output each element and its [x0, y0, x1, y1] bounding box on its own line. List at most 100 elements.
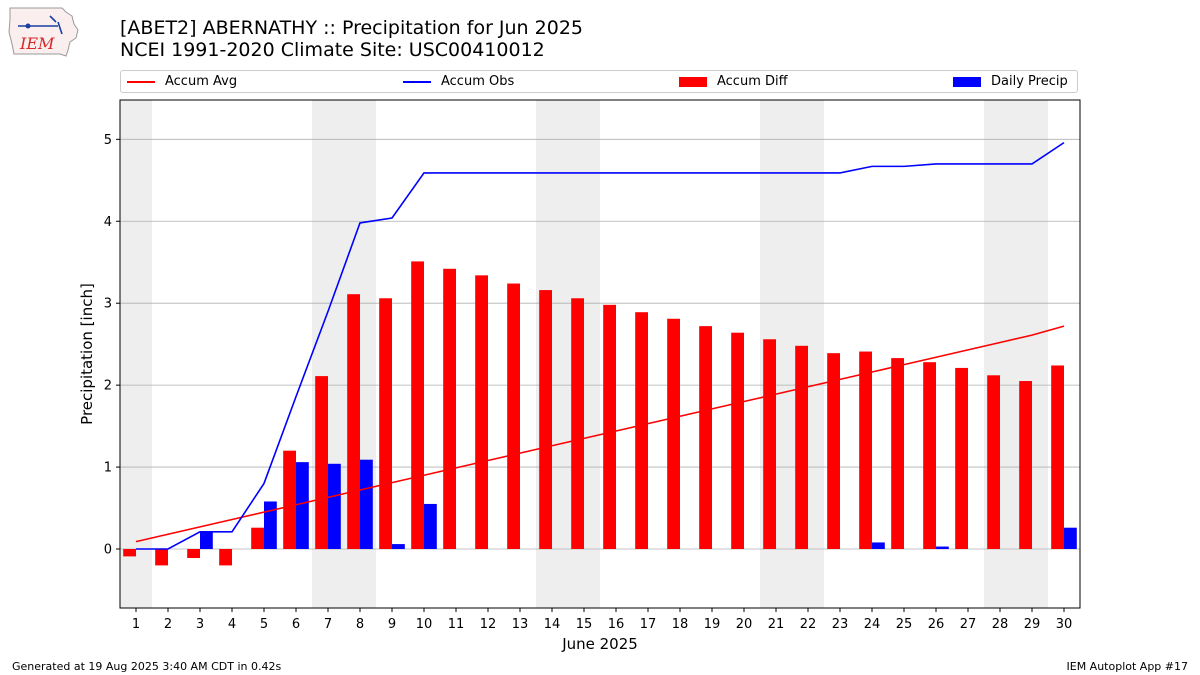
accum-diff-bar: [347, 294, 360, 550]
x-tick-label: 12: [480, 617, 497, 632]
accum-diff-bar: [1051, 365, 1064, 550]
accum-diff-bar: [955, 367, 968, 550]
legend-item-daily-precip: Daily Precip: [953, 74, 1068, 90]
y-axis-label: Precipitation [inch]: [78, 283, 96, 425]
x-tick-label: 5: [260, 617, 268, 632]
x-tick-label: 2: [164, 617, 172, 632]
weekend-band: [120, 100, 152, 608]
daily-precip-bar: [328, 463, 341, 549]
legend-item-accum-avg: Accum Avg: [127, 74, 237, 90]
accum-diff-bar: [827, 353, 840, 550]
accum-diff-bar: [411, 261, 424, 549]
legend-label: Accum Diff: [717, 74, 788, 89]
chart-subtitle: NCEI 1991-2020 Climate Site: USC00410012: [120, 39, 545, 61]
accum-diff-bar: [251, 527, 264, 549]
x-tick-label: 24: [864, 617, 881, 632]
daily-precip-bar: [1064, 527, 1077, 549]
x-tick-label: 9: [388, 617, 396, 632]
y-tick-label: 0: [104, 543, 112, 558]
x-tick-label: 25: [896, 617, 913, 632]
legend-swatch: [953, 76, 981, 87]
accum-diff-bar: [219, 549, 232, 566]
accum-diff-bar: [475, 275, 488, 549]
x-tick-label: 7: [324, 617, 332, 632]
legend-item-accum-obs: Accum Obs: [403, 74, 514, 90]
legend-label: Daily Precip: [991, 74, 1068, 89]
accum-diff-bar: [123, 549, 136, 557]
accum-diff-bar: [155, 549, 168, 566]
daily-precip-bar: [296, 462, 309, 549]
daily-precip-bar: [264, 501, 277, 549]
y-tick-label: 1: [104, 461, 112, 476]
x-tick-label: 27: [960, 617, 977, 632]
daily-precip-bar: [200, 531, 213, 550]
legend-swatch: [127, 80, 155, 83]
app-credit: IEM Autoplot App #17: [1066, 660, 1189, 673]
daily-precip-bar: [936, 546, 949, 550]
accum-diff-bar: [1019, 381, 1032, 550]
y-tick-label: 3: [104, 297, 112, 312]
accum-diff-bar: [731, 332, 744, 550]
y-tick-label: 4: [104, 215, 112, 230]
accum-diff-bar: [283, 450, 296, 549]
x-tick-label: 28: [992, 617, 1009, 632]
x-tick-label: 13: [512, 617, 529, 632]
x-tick-label: 6: [292, 617, 300, 632]
accum-diff-bar: [923, 362, 936, 549]
daily-precip-bar: [872, 542, 885, 549]
legend-swatch: [403, 80, 431, 83]
daily-precip-bar: [392, 544, 405, 550]
x-axis-label: June 2025: [561, 635, 638, 653]
accum-diff-bar: [603, 304, 616, 550]
accum-diff-bar: [699, 326, 712, 549]
legend-swatch: [679, 76, 707, 87]
x-tick-label: 4: [228, 617, 236, 632]
accum-diff-bar: [859, 351, 872, 549]
x-tick-label: 18: [672, 617, 689, 632]
x-tick-label: 16: [608, 617, 625, 632]
x-tick-label: 29: [1024, 617, 1041, 632]
y-tick-label: 2: [104, 379, 112, 394]
accum-avg-line: [135, 325, 1065, 543]
accum-diff-bar: [315, 376, 328, 549]
accum-diff-bar: [795, 345, 808, 550]
accum-diff-bar: [891, 358, 904, 550]
legend: Accum Avg Accum Obs Accum Diff Daily Precip: [120, 70, 1078, 93]
x-tick-label: 26: [928, 617, 945, 632]
accum-diff-bar: [443, 268, 456, 550]
accum-diff-bar: [379, 298, 392, 549]
x-tick-label: 20: [736, 617, 753, 632]
legend-label: Accum Obs: [441, 74, 515, 89]
x-tick-label: 11: [448, 617, 465, 632]
x-tick-label: 10: [416, 617, 433, 632]
x-tick-label: 30: [1056, 617, 1073, 632]
x-tick-label: 23: [832, 617, 849, 632]
daily-precip-bar: [424, 503, 437, 549]
accum-diff-bar: [667, 318, 680, 550]
y-tick-label: 5: [104, 133, 112, 148]
x-tick-label: 8: [356, 617, 364, 632]
accum-obs-line: [136, 141, 1065, 550]
accum-diff-bar: [987, 375, 1000, 549]
daily-precip-bar: [360, 459, 373, 550]
x-tick-label: 1: [132, 617, 140, 632]
accum-diff-bar: [507, 283, 520, 550]
x-tick-label: 21: [768, 617, 785, 632]
iem-logo: IEM: [8, 7, 79, 57]
x-tick-label: 3: [196, 617, 204, 632]
generated-timestamp: Generated at 19 Aug 2025 3:40 AM CDT in …: [12, 660, 282, 673]
accum-diff-bar: [763, 339, 776, 549]
plot-frame: [119, 99, 1081, 609]
legend-label: Accum Avg: [165, 74, 238, 89]
legend-item-accum-diff: Accum Diff: [679, 74, 788, 90]
accum-diff-bar: [539, 290, 552, 550]
accum-diff-bar: [635, 312, 648, 549]
logo-text: IEM: [19, 34, 55, 53]
accum-diff-bar: [187, 549, 200, 559]
x-tick-label: 19: [704, 617, 721, 632]
chart-title: [ABET2] ABERNATHY :: Precipitation for J…: [120, 17, 583, 39]
x-tick-label: 22: [800, 617, 817, 632]
accum-diff-bar: [571, 298, 584, 549]
x-tick-label: 17: [640, 617, 657, 632]
